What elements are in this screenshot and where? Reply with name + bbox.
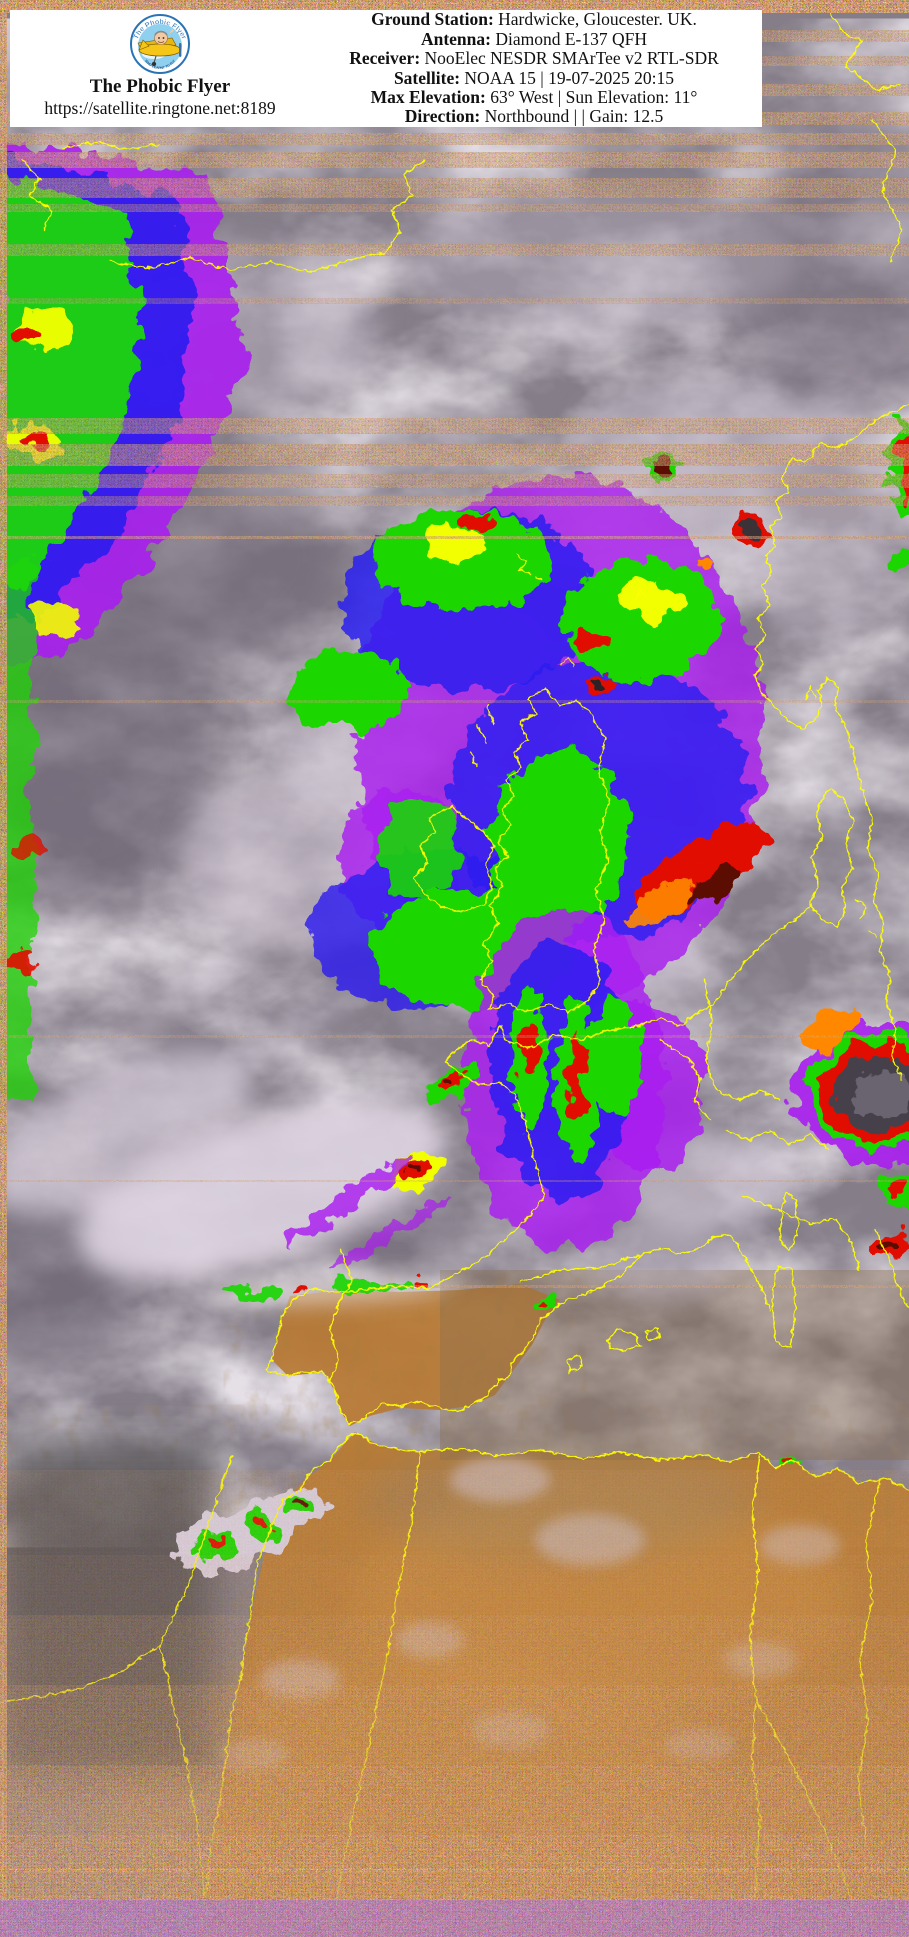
info-value: 63° West | Sun Elevation: 11° (485, 86, 698, 107)
info-label: Receiver: (349, 48, 421, 69)
speckle-noise (0, 95, 909, 1555)
info-label: Max Elevation: (370, 86, 486, 107)
reception-info: Ground Station: Hardwicke, Gloucester. U… (310, 10, 762, 127)
info-line-receiver: Receiver: NooElec NESDR SMArTee v2 RTL-S… (310, 48, 758, 69)
info-line-antenna: Antenna: Diamond E-137 QFH (310, 28, 758, 49)
info-label: Direction: (404, 106, 481, 127)
info-value: Northbound | | Gain: 12.5 (480, 106, 664, 127)
noise-strip-bottom-purple (0, 1900, 909, 1937)
info-value: Diamond E-137 QFH (490, 28, 648, 49)
info-line-ground-station: Ground Station: Hardwicke, Gloucester. U… (310, 10, 758, 29)
info-label: Antenna: (420, 28, 491, 49)
info-line-satellite: Satellite: NOAA 15 | 19-07-2025 20:15 (310, 67, 758, 88)
noise-strip-left (0, 0, 7, 1937)
station-url: https://satellite.ringtone.net:8189 (44, 98, 276, 118)
info-label: Satellite: (393, 67, 461, 88)
info-line-direction: Direction: Northbound | | Gain: 12.5 (310, 107, 758, 126)
station-logo: The Phobic Flyer WHO LEARNT TO FLY (130, 14, 190, 74)
station-branding: The Phobic Flyer WHO LEARNT TO FLY The P… (10, 10, 310, 127)
pilot-face (154, 29, 174, 45)
header-banner: The Phobic Flyer WHO LEARNT TO FLY The P… (10, 10, 762, 127)
info-label: Ground Station: (371, 9, 494, 30)
noise-strip-top (0, 0, 909, 13)
station-name: The Phobic Flyer (89, 76, 231, 97)
info-value: Hardwicke, Gloucester. UK. (493, 9, 697, 30)
info-line-max-elevation: Max Elevation: 63° West | Sun Elevation:… (310, 86, 758, 107)
info-value: NooElec NESDR SMArTee v2 RTL-SDR (420, 48, 719, 69)
info-value: NOAA 15 | 19-07-2025 20:15 (460, 67, 675, 88)
